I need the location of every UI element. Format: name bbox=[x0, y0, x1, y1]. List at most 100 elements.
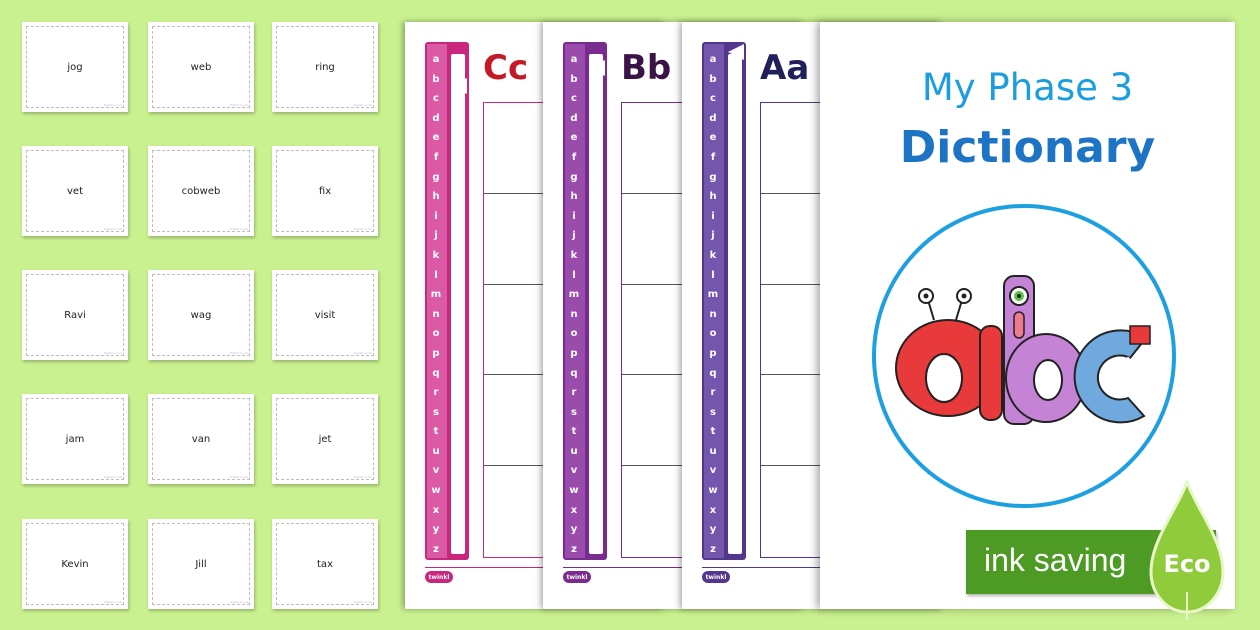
alphabet-letter: h bbox=[570, 191, 578, 203]
alphabet-letter: s bbox=[571, 406, 577, 418]
dictionary-cover: My Phase 3 Dictionary bbox=[820, 22, 1235, 609]
alphabet-letter: f bbox=[571, 151, 577, 163]
word-card-footer: twinkl.co.uk bbox=[230, 103, 248, 107]
word-card: jog twinkl.co.uk bbox=[22, 22, 128, 112]
word-card-text: wag bbox=[152, 274, 250, 356]
word-card-text: jet bbox=[276, 398, 374, 480]
word-card-text: tax bbox=[276, 523, 374, 605]
alphabet-letter: b bbox=[432, 73, 440, 85]
page-letter-heading: Aa bbox=[760, 48, 810, 88]
alphabet-letter: f bbox=[710, 151, 716, 163]
word-card-footer: twinkl.co.uk bbox=[104, 600, 122, 604]
alphabet-letter: p bbox=[709, 347, 717, 359]
word-card-footer: twinkl.co.uk bbox=[104, 475, 122, 479]
word-card-footer: twinkl.co.uk bbox=[230, 600, 248, 604]
alphabet-letter: g bbox=[432, 171, 440, 183]
alphabet-letter: r bbox=[433, 387, 439, 399]
alphabet-letter: c bbox=[571, 93, 577, 105]
eco-leaf-icon: Eco bbox=[1149, 480, 1225, 620]
alphabet-letter: a bbox=[570, 54, 578, 65]
word-card-text: vet bbox=[26, 150, 124, 232]
alphabet-letter: x bbox=[570, 504, 578, 516]
alphabet-letter: r bbox=[571, 387, 577, 399]
alphabet-letter: i bbox=[572, 210, 576, 222]
word-card: jet twinkl.co.uk bbox=[272, 394, 378, 484]
alphabet-letter: i bbox=[434, 210, 438, 222]
alphabet-letter: t bbox=[571, 426, 577, 438]
alphabet-letter: s bbox=[710, 406, 716, 418]
alphabet-letter: q bbox=[432, 367, 440, 379]
alphabet-letter: x bbox=[432, 504, 440, 516]
twinkl-logo: twinkl bbox=[702, 571, 730, 583]
alphabet-letter: a bbox=[432, 54, 440, 65]
alphabet-letter: l bbox=[572, 269, 576, 281]
word-card: web twinkl.co.uk bbox=[148, 22, 254, 112]
alphabet-letter: q bbox=[570, 367, 578, 379]
cover-title-line1: My Phase 3 bbox=[921, 66, 1134, 109]
alphabet-letter: p bbox=[432, 347, 440, 359]
alphabet-letter: g bbox=[570, 171, 578, 183]
word-card: Jill twinkl.co.uk bbox=[148, 519, 254, 609]
alphabet-letter: d bbox=[432, 112, 440, 124]
word-card: van twinkl.co.uk bbox=[148, 394, 254, 484]
word-card-text: jog bbox=[26, 26, 124, 108]
alphabet-letter: w bbox=[431, 485, 441, 497]
alphabet-letter: h bbox=[432, 191, 440, 203]
alphabet-letter: e bbox=[709, 132, 717, 144]
word-card-footer: twinkl.co.uk bbox=[354, 227, 372, 231]
word-card-footer: twinkl.co.uk bbox=[104, 103, 122, 107]
word-card-footer: twinkl.co.uk bbox=[104, 351, 122, 355]
dictionary-page-bb: a b c d e f g h i j k l m n o p q r s t u v w x y z Bb twinkl bbox=[543, 22, 881, 609]
word-card-text: jam bbox=[26, 398, 124, 480]
word-card-text: van bbox=[152, 398, 250, 480]
alphabet-letter: b bbox=[570, 73, 578, 85]
abc-monster-illustration bbox=[895, 275, 1151, 425]
alphabet-letter: k bbox=[709, 249, 717, 261]
alphabet-letter: j bbox=[572, 230, 576, 242]
alphabet-letter: s bbox=[433, 406, 439, 418]
page-letter-heading: Cc bbox=[483, 48, 529, 88]
alphabet-letter: u bbox=[709, 445, 717, 457]
word-card: cobweb twinkl.co.uk bbox=[148, 146, 254, 236]
alphabet-letter: g bbox=[709, 171, 717, 183]
alphabet-letter: n bbox=[570, 308, 578, 320]
word-card-footer: twinkl.co.uk bbox=[354, 475, 372, 479]
alphabet-letter: u bbox=[570, 445, 578, 457]
monster-c-icon bbox=[1073, 325, 1151, 424]
cover-title-line2: Dictionary bbox=[899, 122, 1156, 173]
monster-b-icon bbox=[1003, 275, 1087, 425]
alphabet-letter: o bbox=[432, 328, 440, 340]
alphabet-letter: l bbox=[434, 269, 438, 281]
alphabet-letter: r bbox=[710, 387, 716, 399]
letter-pointer-icon bbox=[589, 60, 605, 76]
alphabet-letter: q bbox=[709, 367, 717, 379]
alphabet-letter: e bbox=[570, 132, 578, 144]
alphabet-letter: w bbox=[569, 485, 579, 497]
monster-a-icon bbox=[895, 288, 1003, 421]
alphabet-letter: v bbox=[709, 465, 717, 477]
word-card-text: cobweb bbox=[152, 150, 250, 232]
alphabet-letter: c bbox=[433, 93, 439, 105]
alphabet-letter: j bbox=[711, 230, 715, 242]
word-card: jam twinkl.co.uk bbox=[22, 394, 128, 484]
alphabet-letter: m bbox=[568, 289, 580, 301]
alphabet-letter: n bbox=[432, 308, 440, 320]
word-card: fix twinkl.co.uk bbox=[272, 146, 378, 236]
word-card-text: Jill bbox=[152, 523, 250, 605]
word-card-footer: twinkl.co.uk bbox=[354, 351, 372, 355]
word-card-footer: twinkl.co.uk bbox=[354, 103, 372, 107]
alphabet-letter: v bbox=[570, 465, 578, 477]
alphabet-letter: p bbox=[570, 347, 578, 359]
word-card-footer: twinkl.co.uk bbox=[230, 475, 248, 479]
alphabet-letter: e bbox=[432, 132, 440, 144]
alphabet-letter: k bbox=[432, 249, 440, 261]
word-card-footer: twinkl.co.uk bbox=[230, 351, 248, 355]
word-card: visit twinkl.co.uk bbox=[272, 270, 378, 360]
twinkl-logo: twinkl bbox=[563, 571, 591, 583]
alphabet-letter: i bbox=[711, 210, 715, 222]
alphabet-letter: o bbox=[709, 328, 717, 340]
alphabet-letter: m bbox=[707, 289, 719, 301]
abc-monster-circle bbox=[872, 204, 1176, 508]
word-card-text: Kevin bbox=[26, 523, 124, 605]
